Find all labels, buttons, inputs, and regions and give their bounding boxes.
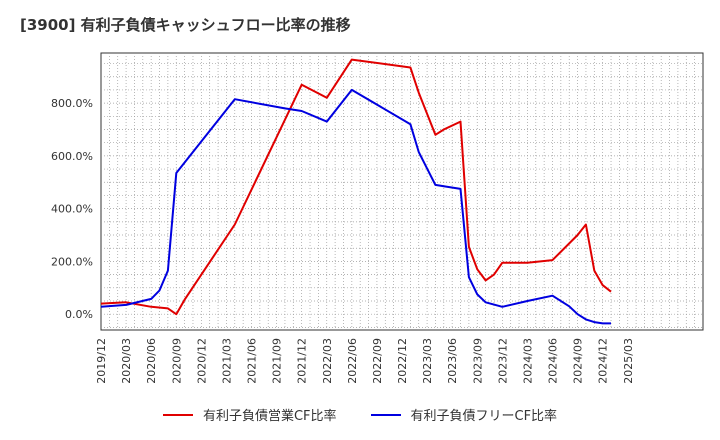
series-line-1 <box>100 88 611 325</box>
x-tick-label: 2024/09 <box>572 338 585 384</box>
y-tick-label: 600.0% <box>51 150 93 163</box>
series-layer <box>100 58 612 325</box>
x-tick-label: 2021/12 <box>296 338 309 384</box>
y-tick-label: 200.0% <box>51 255 93 268</box>
x-tick-label: 2022/03 <box>321 338 334 384</box>
x-tick-label: 2023/12 <box>496 338 509 384</box>
x-tick-label: 2022/12 <box>396 338 409 384</box>
grid-layer <box>101 53 703 330</box>
x-tick-label: 2019/12 <box>95 338 108 384</box>
legend-item-operating-cf: 有利子負債営業CF比率 <box>162 405 337 424</box>
x-tick-label: 2023/09 <box>471 338 484 384</box>
y-tick-label: 0.0% <box>65 308 93 321</box>
x-tick-label: 2024/06 <box>547 338 560 384</box>
legend-item-free-cf: 有利子負債フリーCF比率 <box>370 405 558 424</box>
y-tick-label: 400.0% <box>51 203 93 216</box>
legend-swatch-red <box>162 413 193 416</box>
y-axis: 0.0% 200.0% 400.0% 600.0% 800.0% <box>51 97 93 321</box>
x-tick-label: 2022/06 <box>346 338 359 384</box>
x-tick-label: 2021/06 <box>246 338 259 384</box>
chart-title: [3900] 有利子負債キャッシュフロー比率の推移 <box>20 16 351 34</box>
x-tick-label: 2022/09 <box>371 338 384 384</box>
x-tick-label: 2023/06 <box>446 338 459 384</box>
y-tick-label: 800.0% <box>51 97 93 110</box>
x-tick-label: 2020/12 <box>195 338 208 384</box>
x-axis: 2019/12 2020/03 2020/06 2020/09 2020/12 2021/… <box>95 338 635 384</box>
x-tick-label: 2021/03 <box>220 338 233 384</box>
x-tick-label: 2025/03 <box>622 338 635 384</box>
legend-label-operating-cf: 有利子負債営業CF比率 <box>202 409 337 424</box>
x-tick-label: 2024/12 <box>597 338 610 384</box>
legend-swatch-blue <box>370 413 401 416</box>
x-tick-label: 2020/03 <box>120 338 133 384</box>
x-tick-label: 2023/03 <box>421 338 434 384</box>
legend-label-free-cf: 有利子負債フリーCF比率 <box>410 409 558 424</box>
series-line-0 <box>100 58 612 316</box>
x-tick-label: 2021/09 <box>271 338 284 384</box>
x-tick-label: 2024/03 <box>521 338 534 384</box>
legend: 有利子負債営業CF比率 有利子負債フリーCF比率 <box>0 405 720 424</box>
x-tick-label: 2020/06 <box>145 338 158 384</box>
x-tick-label: 2020/09 <box>170 338 183 384</box>
